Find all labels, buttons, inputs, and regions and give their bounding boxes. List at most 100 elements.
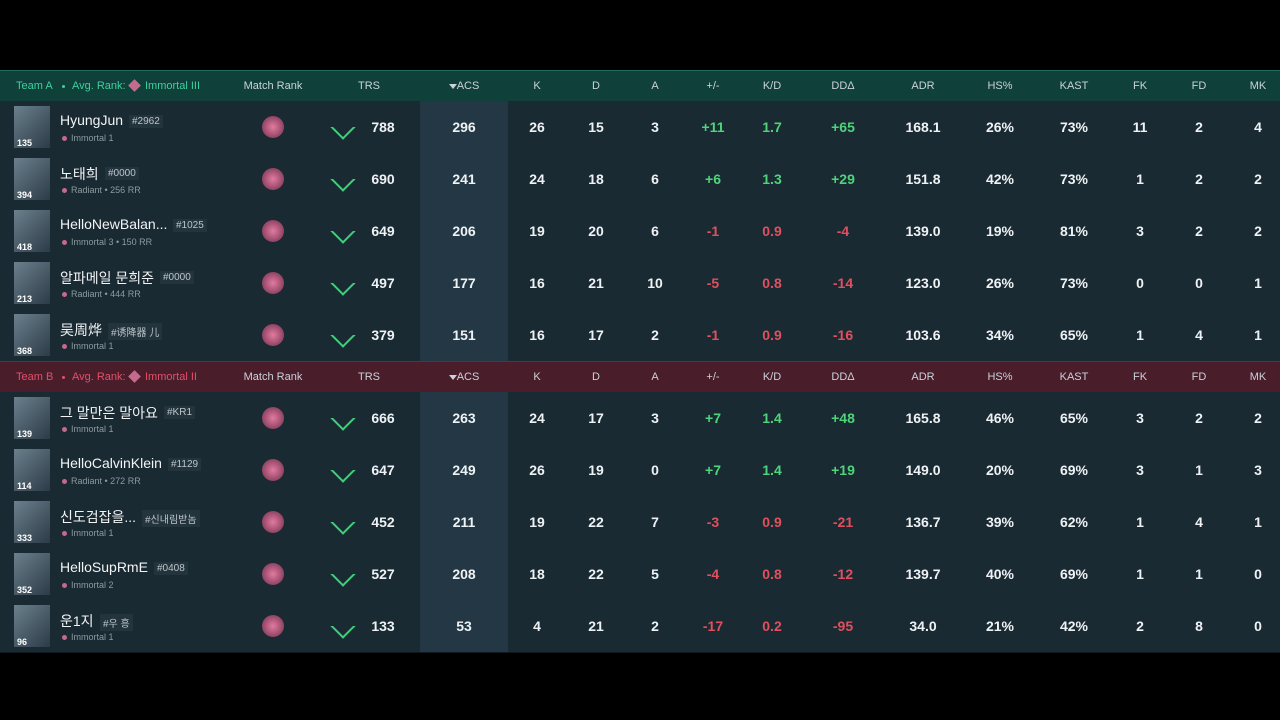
player-tag: #신내림받놈	[142, 510, 200, 527]
sort-arrow	[449, 375, 457, 380]
stat: 11	[1132, 119, 1148, 135]
match-rank-icon	[262, 407, 284, 429]
player-rank: Immortal 1	[71, 528, 114, 538]
scoreboard: Team A Avg. Rank: Immortal III Match Rank TR…	[0, 70, 1280, 653]
stat: 133	[371, 618, 395, 634]
team-label: Team A	[16, 80, 53, 92]
acs-column	[420, 101, 508, 153]
stat: 3	[651, 410, 659, 426]
column-header: FD	[1191, 371, 1207, 383]
player-row: 96 운1지 #우 흥 Immortal 1 133 53 4 21 2 -17 0.2 -95 34.…	[0, 600, 1280, 653]
level: 114	[17, 481, 32, 491]
avatar	[14, 314, 50, 356]
player-row: 213 알파메일 문희준 #0000 Radiant • 444 RR 497 177 16…	[0, 257, 1280, 310]
match-rank-icon	[262, 220, 284, 242]
stat: 3	[1136, 462, 1144, 478]
stat: +65	[831, 119, 855, 135]
stat: 16	[529, 275, 545, 291]
column-header: FK	[1132, 371, 1148, 383]
stat: +29	[831, 171, 855, 187]
match-rank-icon	[262, 116, 284, 138]
stat: 4	[1195, 514, 1203, 530]
stat: -4	[706, 566, 720, 582]
column-header: K/D	[762, 371, 782, 383]
stat: 0.9	[762, 514, 782, 530]
player-tag: #1025	[173, 219, 207, 232]
stat: 123.0	[905, 275, 941, 291]
rank-icon	[62, 136, 67, 141]
stat: 17	[588, 410, 604, 426]
stat: 39%	[985, 514, 1015, 530]
acs-column	[420, 496, 508, 548]
avg-rank: Immortal III	[145, 80, 201, 92]
stat: -5	[706, 275, 720, 291]
player-name: 吴周烨	[60, 322, 102, 338]
dot	[62, 376, 65, 379]
acs-column	[420, 309, 508, 361]
stat: -17	[702, 618, 724, 634]
stat: 0	[1136, 275, 1144, 291]
trs-icon	[330, 114, 356, 140]
stat: 0.8	[762, 275, 782, 291]
stat: 81%	[1059, 223, 1089, 239]
stat: 1	[1254, 514, 1262, 530]
stat: 3	[651, 119, 659, 135]
avatar	[14, 210, 50, 252]
level: 352	[17, 585, 33, 595]
player-row: 114 HelloCalvinKlein #1129 Radiant • 272 RR…	[0, 444, 1280, 497]
column-header: +/-	[706, 371, 720, 383]
stat: 3	[1254, 462, 1262, 478]
acs-column	[420, 600, 508, 652]
stat: 21	[588, 618, 604, 634]
stat: 649	[371, 223, 395, 239]
rank-icon	[62, 583, 67, 588]
stat: 241	[452, 171, 476, 187]
stat: 1.4	[762, 410, 782, 426]
column-header: FK	[1132, 80, 1148, 92]
match-rank-icon	[262, 168, 284, 190]
stat: 4	[1195, 327, 1203, 343]
stat: 165.8	[905, 410, 941, 426]
match-rank-icon	[262, 615, 284, 637]
stat: 42%	[985, 171, 1015, 187]
trs-icon	[330, 405, 356, 431]
player-tag: #0408	[154, 562, 188, 575]
player-name: 그 말만은 말아요	[60, 405, 158, 421]
stat: 788	[371, 119, 395, 135]
stat: 1	[1136, 171, 1144, 187]
stat: 24	[529, 171, 545, 187]
player-rank: Immortal 1	[71, 341, 114, 351]
player-rank: Radiant • 256 RR	[71, 185, 141, 195]
stat: 527	[371, 566, 395, 582]
player-rank: Immortal 1	[71, 424, 114, 434]
stat: 22	[588, 514, 604, 530]
column-header: DDΔ	[831, 80, 855, 92]
player-tag: #우 흥	[100, 614, 133, 631]
stat: 19	[588, 462, 604, 478]
avatar	[14, 553, 50, 595]
stat: 666	[371, 410, 395, 426]
stat: 16	[529, 327, 545, 343]
stat: 4	[533, 618, 541, 634]
stat: 40%	[985, 566, 1015, 582]
stat: 65%	[1059, 327, 1089, 343]
column-header: A	[651, 371, 659, 383]
stat: 1.4	[762, 462, 782, 478]
trs-icon	[330, 218, 356, 244]
player-tag: #1129	[168, 458, 202, 471]
stat: +6	[705, 171, 721, 187]
stat: 1	[1136, 327, 1144, 343]
stat: 22	[588, 566, 604, 582]
stat: 46%	[985, 410, 1015, 426]
stat: 18	[529, 566, 545, 582]
stat: 7	[651, 514, 659, 530]
stat: 4	[1254, 119, 1262, 135]
stat: 0.9	[762, 223, 782, 239]
stat: 1	[1136, 514, 1144, 530]
stat: +7	[705, 462, 721, 478]
column-header: K/D	[762, 80, 782, 92]
column-header: Match Rank	[243, 80, 303, 92]
stat: 0.9	[762, 327, 782, 343]
column-header: KAST	[1059, 371, 1089, 383]
